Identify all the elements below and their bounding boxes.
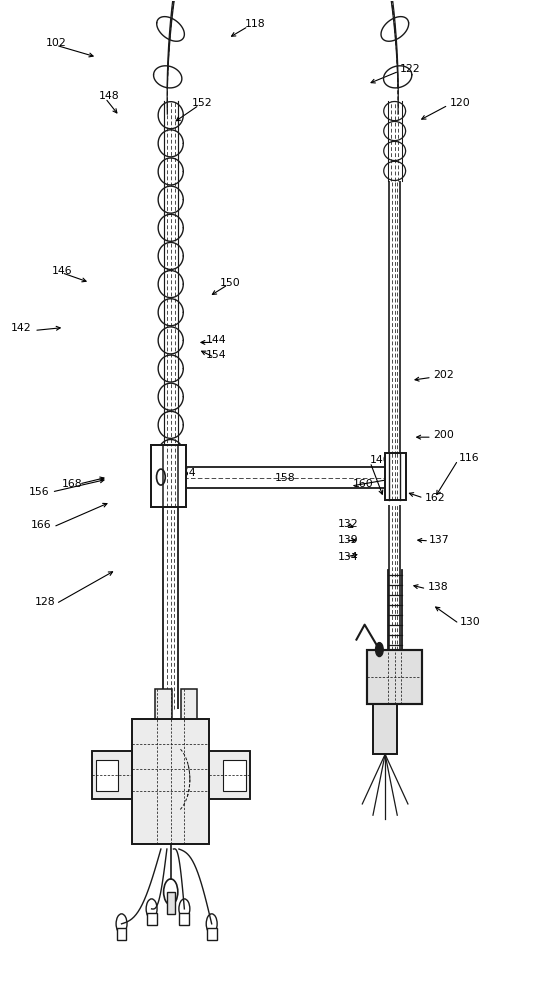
Bar	[180, 913, 189, 925]
Text: 150: 150	[220, 278, 240, 288]
Text: 162: 162	[425, 493, 445, 503]
Text: 139: 139	[338, 535, 358, 545]
Text: 132: 132	[338, 519, 358, 529]
Bar	[181, 689, 197, 719]
Bar	[367, 650, 422, 704]
Bar	[367, 650, 422, 704]
Text: 156: 156	[29, 487, 49, 497]
Bar	[92, 751, 132, 799]
Bar	[151, 445, 186, 507]
Bar	[209, 751, 250, 799]
Text: 146: 146	[52, 266, 72, 276]
Text: 142: 142	[11, 323, 31, 333]
Text: 137: 137	[429, 535, 450, 545]
Bar	[132, 719, 209, 844]
Text: 138: 138	[428, 582, 448, 592]
Text: 140: 140	[370, 455, 391, 465]
Text: 116: 116	[459, 453, 480, 463]
Text: 200: 200	[433, 430, 454, 440]
Bar	[385, 453, 406, 500]
Text: 202: 202	[433, 370, 453, 380]
Bar	[151, 445, 186, 507]
Text: 118: 118	[244, 19, 265, 29]
Text: 134: 134	[338, 552, 358, 562]
Bar	[155, 689, 172, 719]
Bar	[92, 751, 132, 799]
Bar	[96, 760, 119, 791]
Bar	[223, 760, 246, 791]
Text: 130: 130	[460, 617, 481, 627]
Bar	[167, 892, 175, 914]
Bar	[385, 453, 406, 500]
Text: 144: 144	[206, 335, 226, 345]
Text: 160: 160	[352, 479, 373, 489]
Bar	[116, 928, 126, 940]
Text: 154: 154	[206, 350, 226, 360]
Text: 152: 152	[192, 98, 212, 108]
Text: 168: 168	[61, 479, 82, 489]
Bar	[132, 719, 209, 844]
Bar	[373, 704, 397, 754]
Text: 148: 148	[99, 91, 119, 101]
Text: 102: 102	[46, 38, 67, 48]
Text: 166: 166	[31, 520, 52, 530]
Text: 158: 158	[274, 473, 295, 483]
Text: 128: 128	[34, 597, 55, 607]
Bar	[373, 704, 397, 754]
Bar	[147, 913, 156, 925]
Bar	[209, 751, 250, 799]
Text: 164: 164	[176, 468, 197, 478]
Circle shape	[376, 643, 383, 657]
Text: 120: 120	[449, 98, 470, 108]
Bar	[207, 928, 217, 940]
Text: 122: 122	[400, 64, 421, 74]
